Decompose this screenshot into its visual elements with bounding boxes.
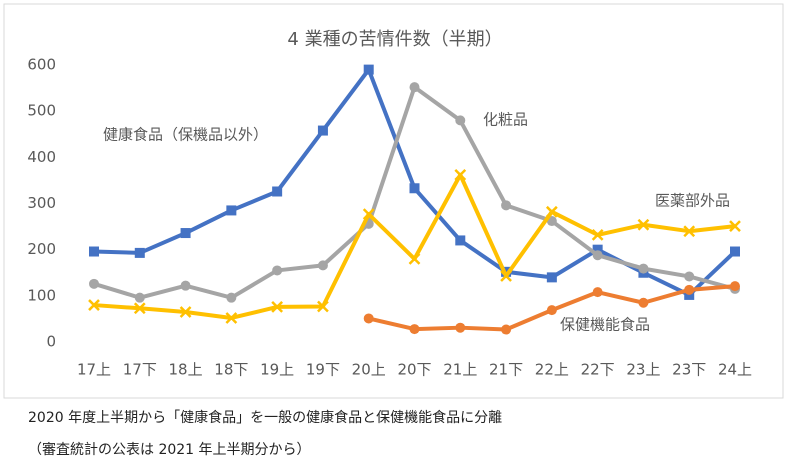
marker: [134, 247, 145, 258]
marker: [180, 280, 191, 291]
series-label: 医薬部外品: [655, 192, 730, 210]
y-tick-label: 400: [27, 148, 56, 166]
marker: [592, 287, 603, 298]
y-tick-label: 500: [27, 102, 56, 120]
note: 2020 年度上半期から「健康食品」を一般の健康食品と保健機能食品に分離: [28, 410, 503, 426]
x-tick-label: 17上: [77, 361, 111, 379]
x-tick-label: 19下: [306, 361, 340, 379]
x-tick-label: 18上: [169, 361, 203, 379]
marker: [454, 168, 467, 181]
marker: [500, 270, 512, 282]
marker: [362, 208, 375, 221]
marker: [729, 220, 741, 233]
marker: [180, 228, 191, 239]
marker: [271, 301, 284, 313]
marker: [363, 313, 374, 324]
x-tick-label: 23上: [626, 361, 660, 379]
x-tick-label: 22下: [581, 361, 615, 379]
marker: [133, 302, 146, 315]
marker: [684, 271, 695, 282]
marker: [501, 324, 512, 335]
marker: [88, 299, 100, 311]
y-tick-label: 300: [27, 194, 56, 212]
x-tick-label: 22上: [535, 361, 569, 379]
series-label: 保健機能食品: [560, 316, 650, 334]
marker: [317, 125, 328, 136]
marker: [317, 300, 329, 313]
x-tick-label: 17下: [123, 361, 157, 379]
marker: [317, 260, 328, 271]
chart: 4 業種の苦情件数（半期） 0 100 200 300 400 500 600 17上 17下 1…: [3, 3, 784, 399]
x-tick-label: 21上: [443, 361, 477, 379]
y-tick-label: 100: [27, 286, 56, 304]
y-tick-label: 0: [46, 333, 56, 351]
marker: [638, 263, 649, 274]
marker: [684, 289, 695, 300]
marker: [684, 284, 695, 295]
note: （審査統計の公表は 2021 年上半期分から）: [28, 442, 311, 458]
x-tick-label: 18下: [214, 361, 248, 379]
x-tick-label: 23下: [672, 361, 706, 379]
marker: [455, 235, 466, 246]
chart-title: 4 業種の苦情件数（半期）: [287, 29, 502, 50]
marker: [89, 278, 99, 289]
marker: [272, 265, 283, 276]
marker: [501, 200, 512, 211]
marker: [638, 297, 649, 308]
x-tick-label: 21下: [489, 361, 523, 379]
marker: [226, 205, 237, 216]
y-tick-label: 200: [27, 240, 56, 258]
marker: [592, 250, 603, 261]
marker: [89, 246, 99, 257]
marker: [591, 229, 604, 241]
marker: [637, 218, 650, 231]
marker: [409, 324, 420, 335]
marker: [272, 186, 283, 197]
marker: [455, 322, 466, 333]
series-label: 健康食品（保機品以外）: [103, 126, 268, 144]
marker: [546, 272, 557, 283]
marker: [134, 292, 145, 303]
x-tick-label: 24上: [718, 361, 752, 379]
series-label: 化粧品: [483, 111, 528, 129]
marker: [225, 312, 238, 324]
marker: [683, 225, 696, 238]
marker: [408, 253, 421, 265]
marker: [730, 246, 740, 257]
marker: [730, 281, 740, 292]
marker: [546, 305, 557, 316]
marker: [455, 115, 466, 126]
marker: [363, 64, 374, 75]
marker: [545, 205, 558, 218]
marker: [409, 82, 420, 93]
marker: [409, 183, 420, 194]
marker: [179, 306, 192, 318]
chart-frame: [3, 3, 784, 399]
x-tick-label: 20上: [352, 361, 386, 379]
y-tick-label: 600: [27, 56, 56, 74]
marker: [226, 292, 237, 303]
x-tick-label: 20下: [397, 361, 431, 379]
x-tick-label: 19上: [260, 361, 294, 379]
marker: [592, 244, 603, 255]
